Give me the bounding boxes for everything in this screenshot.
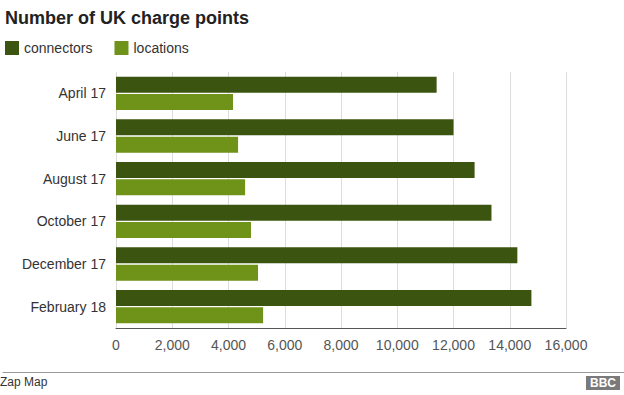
- svg-text:BBC: BBC: [590, 376, 616, 390]
- svg-text:April 17: April 17: [59, 85, 107, 101]
- svg-text:4,000: 4,000: [211, 337, 246, 353]
- svg-text:June 17: June 17: [56, 128, 106, 144]
- svg-text:10,000: 10,000: [376, 337, 419, 353]
- svg-text:connectors: connectors: [24, 40, 92, 56]
- svg-text:12,000: 12,000: [432, 337, 475, 353]
- svg-text:December 17: December 17: [22, 256, 106, 272]
- svg-text:locations: locations: [133, 40, 188, 56]
- svg-text:0: 0: [112, 337, 120, 353]
- svg-text:2,000: 2,000: [155, 337, 190, 353]
- svg-text:6,000: 6,000: [267, 337, 302, 353]
- svg-text:8,000: 8,000: [323, 337, 358, 353]
- svg-text:14,000: 14,000: [488, 337, 531, 353]
- svg-text:February 18: February 18: [31, 299, 107, 315]
- svg-text:16,000: 16,000: [545, 337, 588, 353]
- svg-text:August 17: August 17: [43, 171, 106, 187]
- svg-text:Zap Map: Zap Map: [0, 375, 48, 389]
- svg-text:Number of UK charge points: Number of UK charge points: [5, 8, 249, 28]
- svg-text:October 17: October 17: [37, 213, 106, 229]
